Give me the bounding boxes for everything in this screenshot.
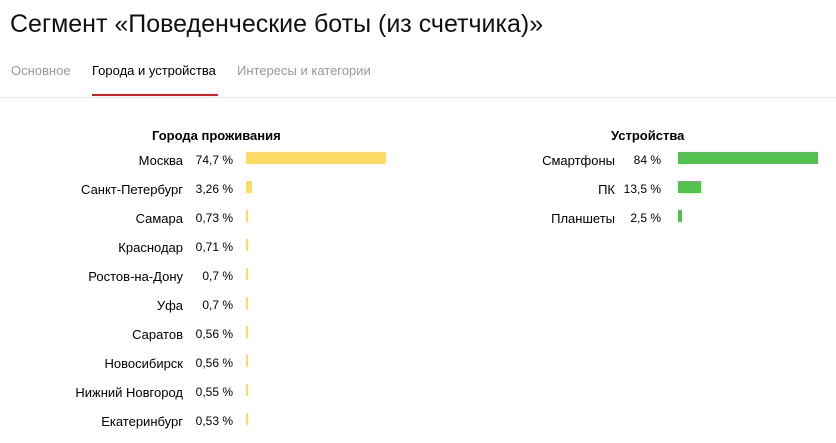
city-row-label: Москва: [138, 153, 183, 168]
city-row-percent: 0,71 %: [195, 240, 233, 254]
city-row-bar: [246, 297, 248, 309]
tab-basic[interactable]: Основное: [11, 63, 71, 78]
city-row-label: Саратов: [132, 327, 183, 342]
city-row-bar: [246, 326, 248, 338]
city-row-label: Ростов-на-Дону: [88, 269, 183, 284]
city-row-percent: 0,7 %: [202, 298, 233, 312]
tab-interests-categories[interactable]: Интересы и категории: [237, 63, 371, 78]
city-row: Екатеринбург 0,53 %: [0, 412, 836, 432]
city-row-bar: [246, 239, 248, 251]
city-row-percent: 0,56 %: [195, 356, 233, 370]
page-title: Сегмент «Поведенческие боты (из счетчика…: [10, 10, 544, 38]
city-row: Москва 74,7 %: [0, 151, 836, 171]
device-row: Смартфоны 84 %: [0, 151, 836, 171]
city-row-percent: 0,73 %: [195, 211, 233, 225]
city-row-bar: [246, 268, 248, 280]
city-row-label: Уфа: [156, 298, 183, 313]
city-row-percent: 3,26 %: [195, 182, 233, 196]
city-row-percent: 0,53 %: [195, 414, 233, 428]
tab-cities-devices[interactable]: Города и устройства: [92, 63, 216, 78]
city-row-percent: 0,7 %: [202, 269, 233, 283]
device-row-percent: 2,5 %: [630, 211, 661, 225]
device-row-bar: [678, 210, 682, 222]
city-row: Краснодар 0,71 %: [0, 238, 836, 258]
city-row: Санкт-Петербург 3,26 %: [0, 180, 836, 200]
city-row: Уфа 0,7 %: [0, 296, 836, 316]
device-row-percent: 84 %: [633, 153, 661, 167]
city-row: Саратов 0,56 %: [0, 325, 836, 345]
device-row-bar: [678, 181, 701, 193]
city-row-label: Краснодар: [118, 240, 183, 255]
city-row-bar: [246, 152, 386, 164]
device-row-label: Смартфоны: [542, 153, 615, 168]
city-row-bar: [246, 413, 248, 425]
city-row-percent: 0,55 %: [195, 385, 233, 399]
city-row-label: Нижний Новгород: [75, 385, 183, 400]
city-row-bar: [246, 181, 252, 193]
devices-section-title: Устройства: [611, 128, 685, 143]
city-row: Самара 0,73 %: [0, 209, 836, 229]
city-row-percent: 0,56 %: [195, 327, 233, 341]
city-row-label: Екатеринбург: [101, 414, 183, 429]
city-row-label: Самара: [135, 211, 183, 226]
city-row-label: Санкт-Петербург: [81, 182, 183, 197]
device-row-label: Планшеты: [551, 211, 615, 226]
device-row: ПК 13,5 %: [0, 180, 836, 200]
city-row: Нижний Новгород 0,55 %: [0, 383, 836, 403]
city-row-label: Новосибирск: [104, 356, 184, 371]
cities-section-title: Города проживания: [152, 128, 281, 143]
device-row: Планшеты 2,5 %: [0, 209, 836, 229]
device-row-bar: [678, 152, 818, 164]
city-row-bar: [246, 210, 248, 222]
tab-bar: Основное Города и устройства Интересы и …: [0, 58, 836, 98]
active-tab-underline: [92, 94, 218, 96]
city-row-percent: 74,7 %: [195, 153, 233, 167]
city-row: Ростов-на-Дону 0,7 %: [0, 267, 836, 287]
city-row-bar: [246, 384, 248, 396]
device-row-label: ПК: [598, 182, 615, 197]
city-row: Новосибирск 0,56 %: [0, 354, 836, 374]
city-row-bar: [246, 355, 248, 367]
device-row-percent: 13,5 %: [623, 182, 661, 196]
